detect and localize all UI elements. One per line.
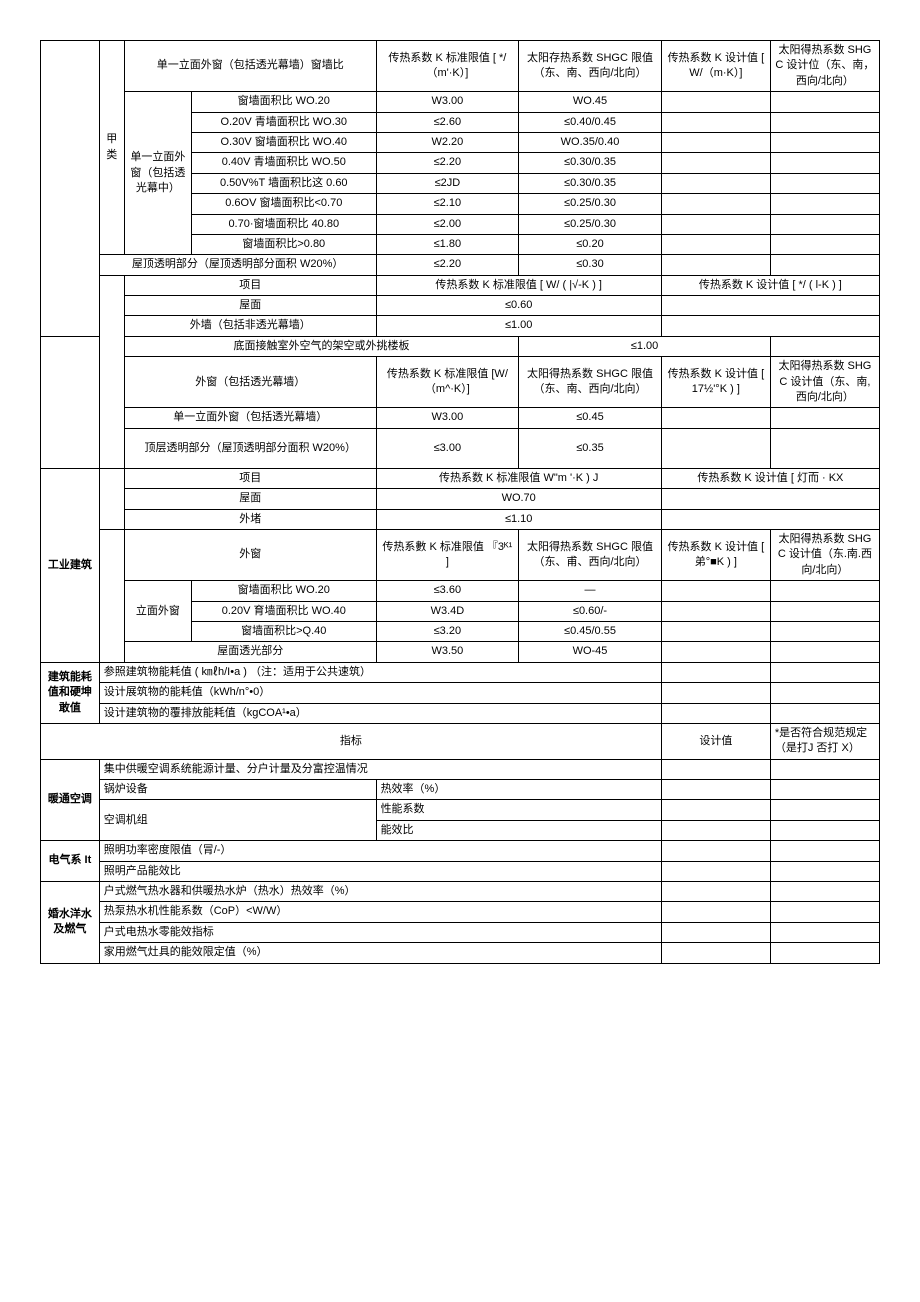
s1-h1: 单一立面外窗（包括透光幕墙）窗墙比 — [124, 41, 376, 92]
blank-side — [41, 41, 100, 337]
s1-h3: 太阳存热系数 SHGC 限值（东、南、西向/北向） — [519, 41, 662, 92]
s1-group: 单一立面外窗（包括透光幕中） — [124, 92, 191, 255]
main-table: 甲类 单一立面外窗（包括透光幕墙）窗墙比 传热系数 K 标准限值 [ */（m'… — [40, 40, 880, 964]
blank-side2 — [99, 275, 124, 468]
s1-h2: 传热系数 K 标准限值 [ */（m'·K）] — [376, 41, 519, 92]
s1-h4: 传热系数 K 设计值 [ W/（m·K）] — [661, 41, 770, 92]
s1-h5: 太阳得热系数 SHGC 设计位（东、南，西向/北向） — [770, 41, 879, 92]
s1-side: 甲类 — [99, 41, 124, 255]
